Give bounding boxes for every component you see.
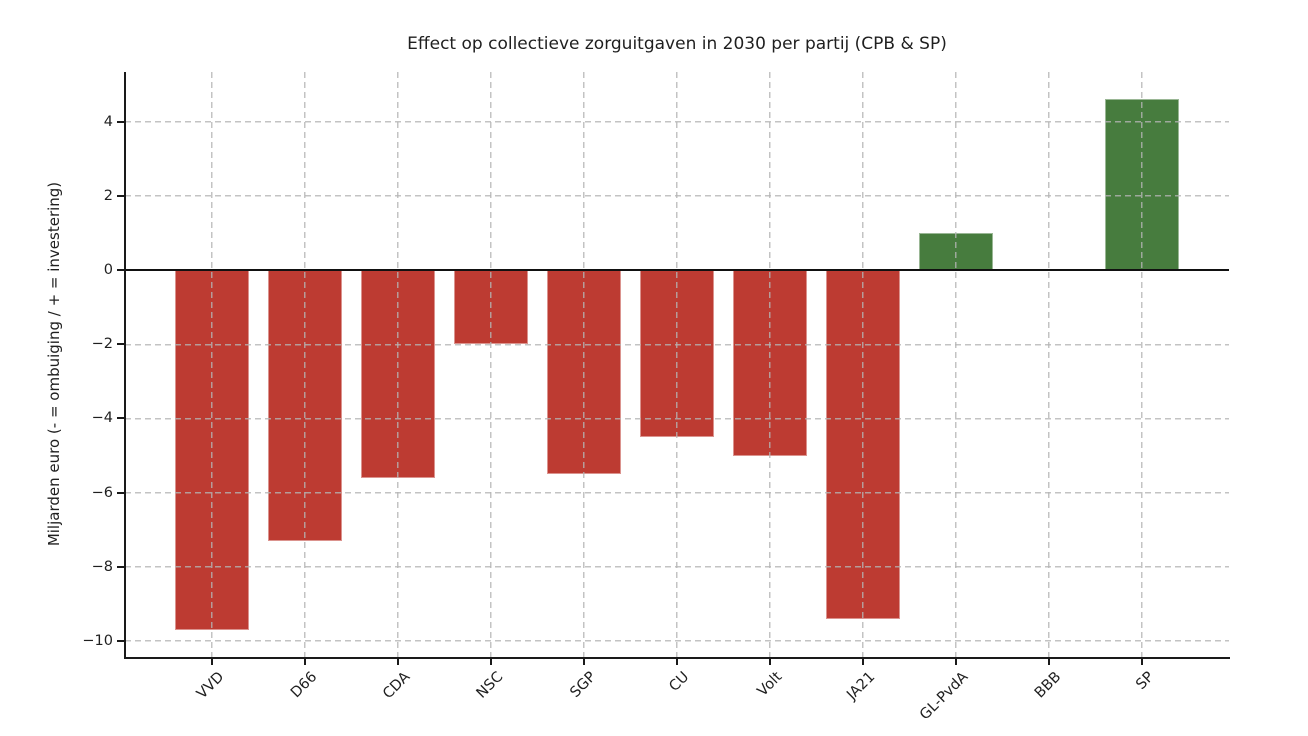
y-tick-label: 4 xyxy=(103,113,113,130)
x-tick-mark xyxy=(676,657,678,665)
y-tick-mark xyxy=(117,417,125,420)
x-tick-label: CDA xyxy=(380,669,414,703)
y-tick-label: −6 xyxy=(91,484,113,501)
x-tick-mark xyxy=(211,657,213,665)
gridline-vertical xyxy=(1048,72,1051,657)
gridline-vertical xyxy=(397,72,400,657)
x-tick-mark xyxy=(862,657,864,665)
x-tick-label: NSC xyxy=(473,669,507,702)
plot-area: 4 2 0 −2 −4 −6 −8 −10 VVD D66 CDA NSC SGP CU Volt JA21 G… xyxy=(82,72,1230,723)
zero-line xyxy=(125,269,1229,272)
gridline-vertical xyxy=(490,72,493,657)
x-tick-label: D66 xyxy=(288,669,321,702)
y-tick-label: 2 xyxy=(103,187,113,204)
y-tick-label: −8 xyxy=(91,558,113,575)
y-tick-mark xyxy=(117,120,125,123)
x-tick-mark xyxy=(1141,657,1143,665)
x-tick-mark xyxy=(397,657,399,665)
y-tick-label: −10 xyxy=(82,633,113,650)
gridline-vertical xyxy=(862,72,865,657)
x-tick-mark xyxy=(1048,657,1050,665)
y-tick-mark xyxy=(117,491,125,494)
chart-title: Effect op collectieve zorguitgaven in 20… xyxy=(407,34,947,54)
x-tick-label: Volt xyxy=(754,669,786,700)
x-tick-mark xyxy=(955,657,957,665)
x-tick-mark xyxy=(304,657,306,665)
gridline-vertical xyxy=(676,72,679,657)
y-axis-spine xyxy=(124,72,126,659)
y-tick-mark xyxy=(117,640,125,643)
y-tick-label: −2 xyxy=(91,336,113,353)
x-tick-label: SGP xyxy=(567,669,600,701)
gridline-vertical xyxy=(1141,72,1144,657)
x-tick-mark xyxy=(490,657,492,665)
y-tick-mark xyxy=(117,269,125,272)
x-tick-label: BBB xyxy=(1031,669,1065,702)
y-tick-mark xyxy=(117,194,125,197)
gridline-vertical xyxy=(211,72,214,657)
gridline-vertical xyxy=(304,72,307,657)
x-tick-mark xyxy=(583,657,585,665)
y-tick-label: −4 xyxy=(91,410,113,427)
x-tick-mark xyxy=(769,657,771,665)
gridline-vertical xyxy=(769,72,772,657)
x-tick-label: JA21 xyxy=(844,669,879,704)
x-tick-label: GL-PvdA xyxy=(917,669,972,724)
y-tick-label: 0 xyxy=(103,262,113,279)
gridline-vertical xyxy=(583,72,586,657)
x-tick-label: VVD xyxy=(194,669,228,703)
gridline-vertical xyxy=(955,72,958,657)
y-tick-mark xyxy=(117,565,125,568)
x-tick-label: CU xyxy=(666,669,693,695)
y-tick-mark xyxy=(117,343,125,346)
x-tick-label: SP xyxy=(1133,669,1158,694)
